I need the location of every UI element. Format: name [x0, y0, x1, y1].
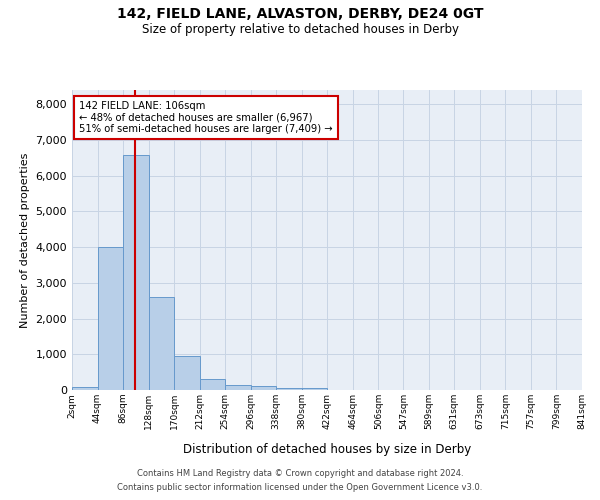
Bar	[123, 156, 149, 390]
Bar	[276, 388, 302, 390]
Bar	[200, 379, 225, 390]
Bar	[149, 297, 174, 390]
Y-axis label: Number of detached properties: Number of detached properties	[20, 152, 30, 328]
Text: 142 FIELD LANE: 106sqm
← 48% of detached houses are smaller (6,967)
51% of semi-: 142 FIELD LANE: 106sqm ← 48% of detached…	[79, 100, 333, 134]
Bar	[302, 388, 328, 390]
Text: Contains HM Land Registry data © Crown copyright and database right 2024.: Contains HM Land Registry data © Crown c…	[137, 468, 463, 477]
Bar	[174, 356, 200, 390]
Bar	[72, 387, 98, 390]
Text: 142, FIELD LANE, ALVASTON, DERBY, DE24 0GT: 142, FIELD LANE, ALVASTON, DERBY, DE24 0…	[117, 8, 483, 22]
Text: Distribution of detached houses by size in Derby: Distribution of detached houses by size …	[183, 442, 471, 456]
Text: Contains public sector information licensed under the Open Government Licence v3: Contains public sector information licen…	[118, 484, 482, 492]
Bar	[98, 247, 123, 390]
Bar	[251, 386, 276, 390]
Bar	[225, 385, 251, 390]
Text: Size of property relative to detached houses in Derby: Size of property relative to detached ho…	[142, 22, 458, 36]
